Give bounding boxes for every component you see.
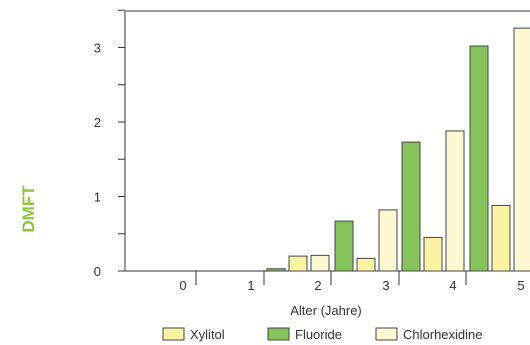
x-tick-label: 1	[247, 278, 254, 293]
bar-fluoride	[401, 141, 421, 272]
bars	[266, 27, 530, 272]
legend-label-chlorhexidine: Chlorhexidine	[403, 327, 483, 342]
bar-xylitol	[288, 255, 308, 272]
bar-xylitol	[356, 257, 376, 272]
legend-swatch-xylitol	[162, 327, 185, 341]
bar-chlorhexidine	[378, 209, 398, 272]
bar-chlorhexidine	[310, 254, 330, 272]
x-axis-title: Alter (Jahre)	[290, 303, 362, 318]
y-tick-label: 1	[94, 190, 101, 205]
x-tick-labels: 0 1 2 3 4 5	[179, 278, 524, 293]
y-tick-label: 0	[94, 264, 101, 279]
x-tick-label: 2	[314, 278, 321, 293]
x-tick-label: 0	[179, 278, 186, 293]
bar-xylitol	[423, 236, 443, 272]
axes: 0 1 2 3	[94, 9, 530, 285]
bar-fluoride	[469, 45, 489, 272]
legend-label-xylitol: Xylitol	[190, 327, 225, 342]
legend: Xylitol Fluoride Chlorhexidine	[162, 327, 483, 342]
bar-chlorhexidine	[445, 130, 465, 272]
bar-xylitol	[491, 204, 511, 272]
y-tick-label: 2	[94, 115, 101, 130]
x-tick-label: 4	[449, 278, 456, 293]
bar-chlorhexidine	[513, 27, 530, 272]
legend-label-fluoride: Fluoride	[295, 327, 342, 342]
y-tick-label: 3	[94, 41, 101, 56]
bar-fluoride	[266, 268, 286, 272]
legend-swatch-chlorhexidine	[375, 327, 398, 341]
x-tick-label: 3	[382, 278, 389, 293]
legend-swatch-fluoride	[267, 327, 290, 341]
bar-fluoride	[334, 220, 354, 272]
y-axis-title: DMFT	[19, 185, 38, 233]
x-tick-label: 5	[517, 278, 524, 293]
